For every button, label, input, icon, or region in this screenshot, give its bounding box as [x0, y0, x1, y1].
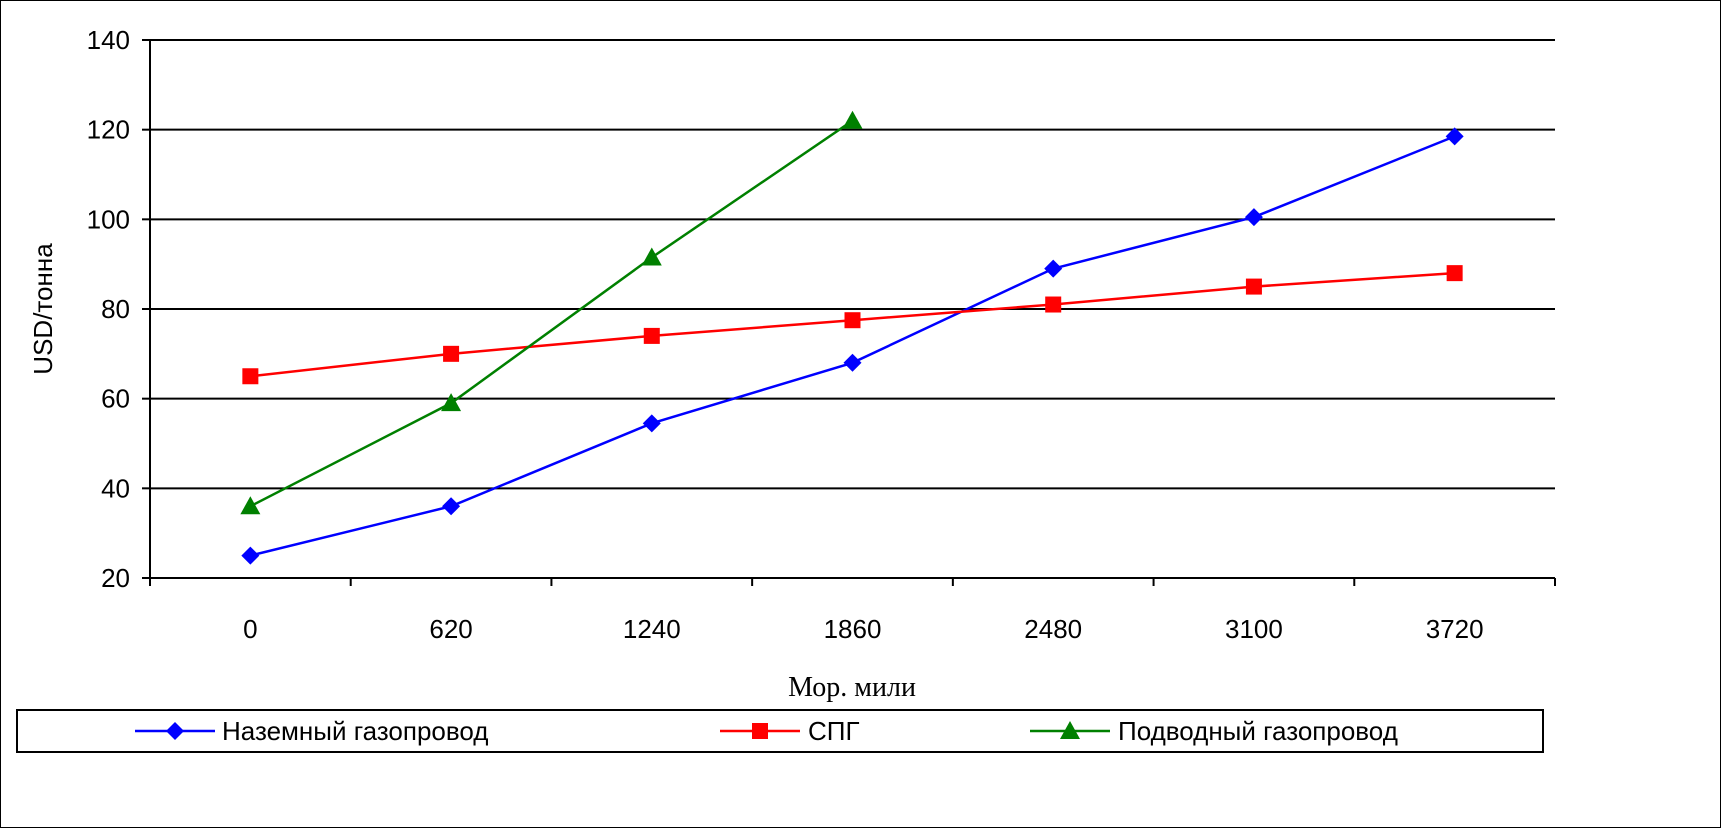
x-tick-label: 1240 [623, 614, 681, 644]
data-point [643, 327, 660, 344]
legend-label: Наземный газопровод [222, 716, 488, 746]
data-point [1445, 127, 1464, 146]
x-axis-title: Мор. мили [788, 672, 916, 703]
data-point [844, 312, 861, 329]
data-point [1446, 265, 1463, 282]
x-tick-label: 3100 [1225, 614, 1283, 644]
y-tick-label: 20 [101, 563, 130, 593]
series-2 [242, 265, 1463, 385]
y-axis-title: USD/тонна [28, 243, 58, 375]
legend-item: Подводный газопровод [1030, 716, 1398, 746]
legend: Наземный газопровод СПГ Подводный газопров… [16, 709, 1544, 753]
y-tick-label: 120 [87, 115, 130, 145]
data-point [842, 110, 863, 129]
data-point [1045, 296, 1062, 313]
x-tick-label: 1860 [824, 614, 882, 644]
legend-item: Наземный газопровод [135, 716, 488, 746]
legend-label: СПГ [808, 716, 860, 746]
series-1 [241, 127, 1464, 565]
legend-marker [1060, 721, 1080, 739]
y-tick-label: 80 [101, 294, 130, 324]
data-point [443, 345, 460, 362]
legend-label: Подводный газопровод [1118, 716, 1398, 746]
data-point [242, 368, 259, 385]
y-tick-label: 100 [87, 204, 130, 234]
series-lines [240, 110, 1464, 565]
data-point [641, 247, 662, 266]
data-point [441, 393, 462, 412]
data-point [1245, 278, 1262, 295]
x-tick-label: 2480 [1024, 614, 1082, 644]
data-point [843, 353, 862, 372]
data-point [442, 497, 461, 516]
data-point [1044, 259, 1063, 278]
data-point [1244, 208, 1263, 227]
axes: 20 40 60 80 100 120 140 0 620 1240 1860 2480 3100 372… [87, 25, 1556, 644]
x-tick-label: 0 [243, 614, 257, 644]
series-3 [240, 110, 863, 515]
y-tick-label: 140 [87, 25, 130, 55]
y-tick-label: 60 [101, 384, 130, 414]
data-point [240, 496, 261, 515]
data-point [241, 546, 260, 565]
x-tick-label: 620 [429, 614, 472, 644]
data-point [642, 414, 661, 433]
y-tick-label: 40 [101, 473, 130, 503]
x-tick-label: 3720 [1426, 614, 1484, 644]
legend-marker [166, 722, 184, 740]
series-line [249, 119, 854, 508]
legend-item: СПГ [720, 716, 860, 746]
series-line [250, 135, 1456, 557]
legend-marker [752, 723, 768, 739]
